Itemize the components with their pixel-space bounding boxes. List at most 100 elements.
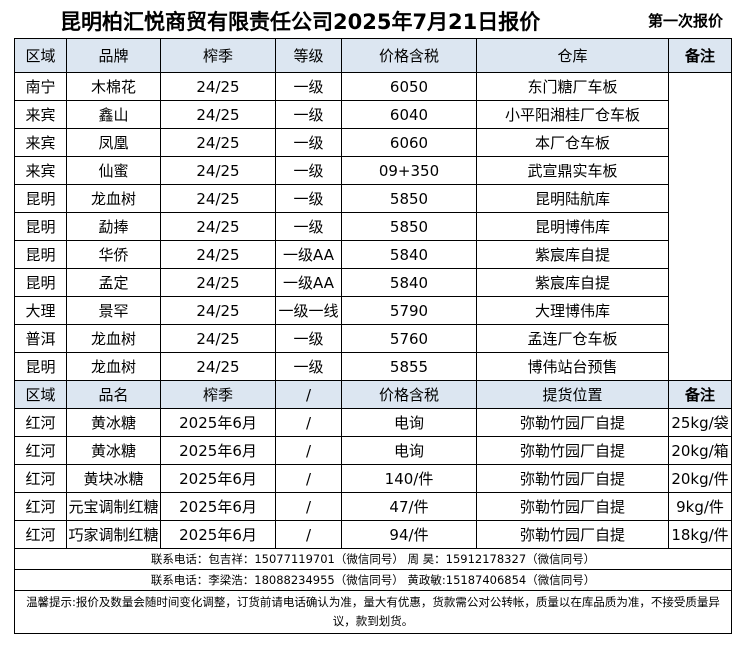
table-cell: 2025年6月 <box>160 520 276 549</box>
table-cell: 价格含税 <box>341 380 477 409</box>
table-cell: 5790 <box>341 296 477 325</box>
table-cell: 5760 <box>341 324 477 353</box>
table-cell: 昆明 <box>14 212 67 241</box>
table-cell: 元宝调制红糖 <box>66 492 161 521</box>
table-row: 联系电话：李梁浩：18088234955（微信同号） 黄政敏:151874068… <box>14 569 732 591</box>
table-cell: 温馨提示:报价及数量会随时间变化调整，订货前请电话确认为准，量大有优惠，货款需公… <box>14 590 732 634</box>
table-row: 红河 黄块冰糖 2025年6月/140/件 弥勒竹园厂自提 20kg/件 <box>14 464 732 493</box>
table-cell: 昆明陆航库 <box>476 184 669 213</box>
table-cell: 仙蜜 <box>66 156 161 185</box>
table-cell: 红河 <box>14 492 67 521</box>
table-cell: 24/25 <box>160 352 276 381</box>
table-row: 昆明 龙血树 24/25 一级 5850 昆明陆航库 <box>14 184 732 213</box>
table-row: 普洱 龙血树 24/25 一级 5760 孟连厂仓车板 <box>14 324 732 353</box>
table-cell: 2025年6月 <box>160 436 276 465</box>
table-cell: 20kg/箱 <box>668 436 732 465</box>
table-cell: 大理 <box>14 296 67 325</box>
table-cell: 5840 <box>341 268 477 297</box>
table-cell: / <box>275 436 342 465</box>
table-cell: 47/件 <box>341 492 477 521</box>
table-cell: / <box>275 408 342 437</box>
table-cell: 5850 <box>341 212 477 241</box>
table-cell: 94/件 <box>341 520 477 549</box>
table-cell: 品牌 <box>66 38 161 73</box>
table-cell: 孟连厂仓车板 <box>476 324 669 353</box>
table-row: 区域 品名 榨季 / 价格含税 提货位置 备注 <box>14 380 732 409</box>
table-cell: / <box>275 380 342 409</box>
table-cell: 品名 <box>66 380 161 409</box>
table-row: 联系电话：包吉祥：15077119701（微信同号） 周 昊：159121783… <box>14 548 732 570</box>
table-cell: 黄块冰糖 <box>66 464 161 493</box>
table-cell: 龙血树 <box>66 324 161 353</box>
table-cell: 140/件 <box>341 464 477 493</box>
table-cell: 东门糖厂车板 <box>476 72 669 101</box>
table-cell: 昆明 <box>14 268 67 297</box>
table-cell: / <box>275 520 342 549</box>
table-cell: 红河 <box>14 408 67 437</box>
table-cell: 备注 <box>668 380 732 409</box>
table-cell: 红河 <box>14 464 67 493</box>
table-cell: 2025年6月 <box>160 492 276 521</box>
table-cell: 价格含税 <box>341 38 477 73</box>
table-cell: 24/25 <box>160 156 276 185</box>
table-cell: 昆明 <box>14 184 67 213</box>
table-cell: 区域 <box>14 38 67 73</box>
table-cell: 一级 <box>275 100 342 129</box>
table-cell: 鑫山 <box>66 100 161 129</box>
table-row: 红河 黄冰糖 2025年6月 / 电询 弥勒竹园厂自提 20kg/箱 <box>14 436 732 465</box>
table-cell: 24/25 <box>160 296 276 325</box>
table-row: 昆明 孟定 24/25 一级AA 5840 紫宸库自提 <box>14 268 732 297</box>
table-cell: 一级AA <box>275 240 342 269</box>
table-cell: 6060 <box>341 128 477 157</box>
table-cell: 仓库 <box>476 38 669 73</box>
table-cell: 9kg/件 <box>668 492 732 521</box>
table-cell: 昆明 <box>14 240 67 269</box>
table-cell: 来宾 <box>14 128 67 157</box>
table-cell: 24/25 <box>160 184 276 213</box>
table-cell: 24/25 <box>160 128 276 157</box>
table-cell: 勐捧 <box>66 212 161 241</box>
table-cell: 18kg/件 <box>668 520 732 549</box>
table-cell: 一级一线 <box>275 296 342 325</box>
table-cell: 弥勒竹园厂自提 <box>476 408 669 437</box>
table-cell: 24/25 <box>160 72 276 101</box>
table-cell: 电询 <box>341 436 477 465</box>
price-table: 区域 品牌 榨季 等级 价格含税 仓库 备注 南宁 木棉花 24/25 一级 6050 东门糖厂车板 来宾… <box>14 38 732 634</box>
table-cell: 09+350 <box>341 156 477 185</box>
table-cell: 24/25 <box>160 212 276 241</box>
table-cell: 弥勒竹园厂自提 <box>476 436 669 465</box>
title: 昆明柏汇悦商贸有限责任公司2025年7月21日报价 <box>60 10 541 34</box>
table-cell: 木棉花 <box>66 72 161 101</box>
table-cell: 5840 <box>341 240 477 269</box>
table-cell: 龙血树 <box>66 352 161 381</box>
table-cell: 5850 <box>341 184 477 213</box>
table-cell: 大理博伟库 <box>476 296 669 325</box>
table-cell: 24/25 <box>160 324 276 353</box>
table-cell: 2025年6月 <box>160 464 276 493</box>
table-cell: 20kg/件 <box>668 464 732 493</box>
table-row: 昆明 龙血树 24/25 一级 5855 博伟站台预售 <box>14 352 732 381</box>
table-cell: 24/25 <box>160 268 276 297</box>
table-cell: 孟定 <box>66 268 161 297</box>
table-cell: 一级 <box>275 128 342 157</box>
table-cell: 一级 <box>275 184 342 213</box>
table-cell: 来宾 <box>14 100 67 129</box>
table-cell: 红河 <box>14 520 67 549</box>
table-row: 红河 黄冰糖 2025年6月 / 电询 弥勒竹园厂自提 25kg/袋 <box>14 408 732 437</box>
table-cell: 一级 <box>275 212 342 241</box>
table-cell: / <box>275 492 342 521</box>
table-row: 区域 品牌 榨季 等级 价格含税 仓库 备注 <box>14 38 732 73</box>
table-cell: 紫宸库自提 <box>476 240 669 269</box>
table-cell: 一级 <box>275 156 342 185</box>
table-cell: 联系电话：李梁浩：18088234955（微信同号） 黄政敏:151874068… <box>14 569 732 591</box>
table-cell: 黄冰糖 <box>66 408 161 437</box>
table-row: 红河 巧家调制红糖 2025年6月/94/件 弥勒竹园厂自提 18kg/件 <box>14 520 732 549</box>
table-row: 来宾 仙蜜 24/25 一级 09+350 武宣鼎实车板 <box>14 156 732 185</box>
table-cell <box>668 72 732 381</box>
table-cell: 榨季 <box>160 38 276 73</box>
subtitle: 第一次报价 <box>648 12 724 30</box>
table-cell: 紫宸库自提 <box>476 268 669 297</box>
table-cell: 区域 <box>14 380 67 409</box>
table-cell: / <box>275 464 342 493</box>
